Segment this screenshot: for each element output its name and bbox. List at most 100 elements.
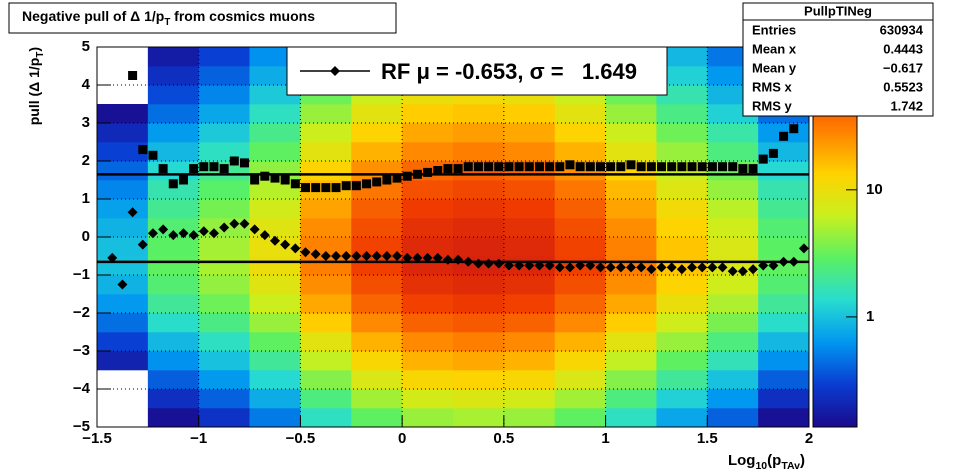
- point: [453, 164, 463, 174]
- point: [382, 175, 392, 185]
- point: [168, 230, 179, 241]
- z-tick-label: 10: [866, 181, 883, 198]
- point: [128, 71, 138, 80]
- point: [697, 262, 708, 273]
- point: [259, 230, 270, 241]
- heat-cell: [198, 313, 250, 333]
- heat-cell: [758, 294, 810, 314]
- heat-cell: [554, 123, 606, 143]
- point: [442, 254, 453, 265]
- heat-cell: [656, 294, 708, 314]
- heat-cell: [503, 142, 556, 162]
- point: [463, 256, 474, 267]
- stats-value: 0.5523: [883, 79, 923, 94]
- heat-cell: [351, 275, 403, 295]
- heat-cell: [453, 218, 505, 238]
- heat-cell: [351, 332, 403, 352]
- stats-label: Mean y: [752, 60, 797, 75]
- heat-cell: [147, 294, 200, 314]
- point: [636, 262, 647, 273]
- y-tick-label: −5: [73, 418, 90, 435]
- point: [138, 145, 148, 155]
- point: [402, 171, 412, 181]
- x-tick-label: −1: [190, 430, 207, 447]
- heat-cell: [758, 199, 810, 219]
- point: [524, 260, 535, 271]
- point: [137, 239, 148, 250]
- heat-cell: [402, 351, 454, 371]
- heat-cell: [147, 275, 200, 295]
- heat-cell: [97, 123, 149, 143]
- point: [147, 228, 158, 239]
- heat-cell: [97, 351, 149, 371]
- heat-cell: [554, 408, 606, 428]
- heat-cell: [198, 142, 250, 162]
- point: [503, 260, 514, 271]
- heat-cell: [453, 408, 505, 428]
- stats-frame: [742, 2, 934, 117]
- heat-cell: [554, 313, 606, 333]
- heat-cell: [198, 47, 250, 67]
- point: [493, 258, 504, 269]
- point: [585, 260, 596, 271]
- point: [748, 264, 759, 275]
- point: [107, 252, 118, 263]
- point: [473, 162, 483, 172]
- heat-cell: [198, 180, 250, 200]
- heat-cell: [249, 237, 301, 257]
- heat-cell: [402, 123, 454, 143]
- y-tick-label: 2: [82, 152, 90, 169]
- heat-cell: [300, 408, 352, 428]
- point: [310, 249, 321, 260]
- heat-cell: [707, 351, 759, 371]
- heat-cell: [402, 332, 454, 352]
- heat-cell: [402, 275, 454, 295]
- point: [718, 162, 728, 172]
- heat-cell: [605, 370, 657, 390]
- heat-cell: [351, 199, 403, 219]
- point: [290, 179, 300, 189]
- heat-cell: [656, 123, 708, 143]
- point: [270, 173, 280, 183]
- heat-cell: [758, 180, 810, 200]
- subscript: T: [35, 52, 46, 58]
- x-tick-label: 1: [601, 430, 609, 447]
- heat-cell: [656, 408, 708, 428]
- point: [595, 262, 606, 273]
- heat-cell: [97, 199, 149, 219]
- point: [178, 228, 189, 239]
- heat-cell: [351, 294, 403, 314]
- heat-cell: [300, 294, 352, 314]
- heat-cell: [351, 142, 403, 162]
- point: [768, 260, 779, 271]
- point: [554, 262, 565, 273]
- heat-cell: [605, 294, 657, 314]
- heat-cell: [554, 389, 606, 409]
- heat-cell: [656, 332, 708, 352]
- heat-cell: [503, 370, 556, 390]
- heat-cell: [402, 294, 454, 314]
- point: [463, 162, 473, 172]
- y-tick-label: 5: [82, 38, 90, 55]
- heat-cell: [758, 313, 810, 333]
- point: [687, 162, 697, 172]
- point: [320, 251, 331, 261]
- heat-cell: [402, 389, 454, 409]
- heat-cell: [707, 199, 759, 219]
- heat-cell: [707, 123, 759, 143]
- point: [219, 222, 230, 233]
- y-tick-label: 1: [82, 190, 90, 207]
- point: [585, 162, 595, 172]
- stats-value: −0.617: [883, 60, 923, 75]
- heat-cell: [300, 104, 352, 124]
- point: [544, 260, 555, 271]
- heat-cell: [707, 332, 759, 352]
- heat-cell: [97, 237, 149, 257]
- point: [484, 162, 494, 172]
- heat-cell: [351, 389, 403, 409]
- x-tick-label: 2: [805, 430, 813, 447]
- point: [514, 260, 525, 271]
- heat-cell: [707, 237, 759, 257]
- heat-cell: [147, 123, 200, 143]
- heat-cell: [453, 237, 505, 257]
